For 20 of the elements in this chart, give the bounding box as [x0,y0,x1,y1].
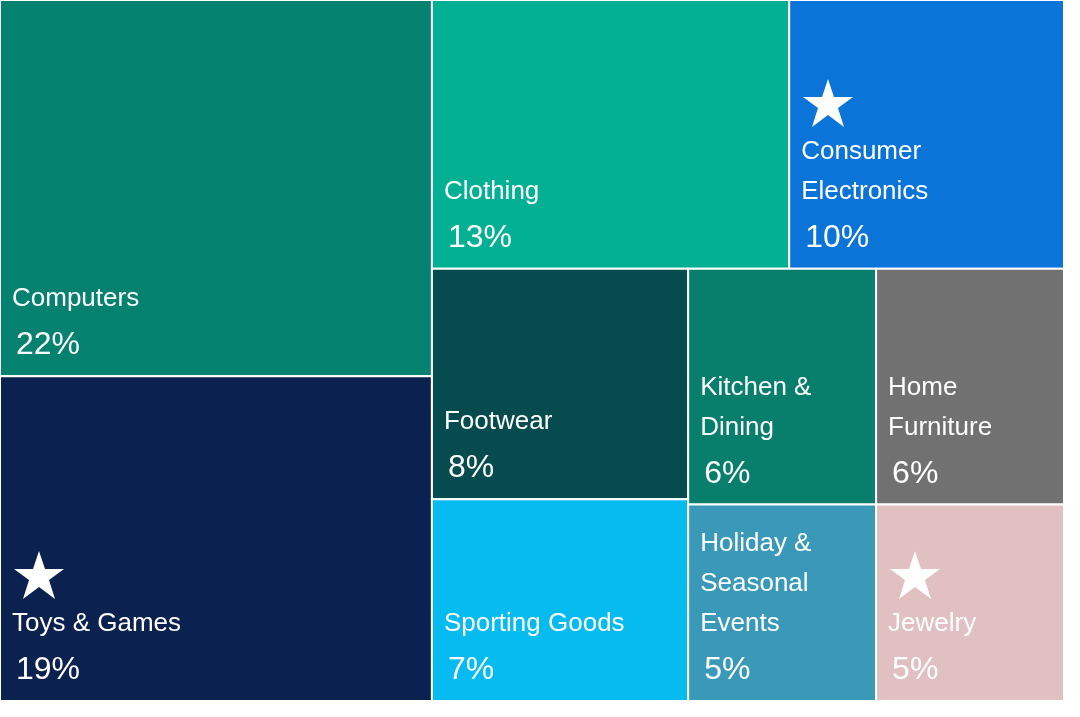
data-label: 5% [704,650,751,686]
data-label: 13% [447,217,512,254]
category-label: Toys & Games [12,607,182,637]
data-label: 6% [704,453,751,490]
category-label: Clothing [443,174,540,205]
data-label: 8% [447,448,495,485]
category-label: Computers [12,282,140,313]
category-label: Jewelry [888,607,977,637]
category-label: Footwear [443,405,553,436]
data-label: 5% [892,650,939,686]
category-label: Home Furniture [888,370,993,441]
category-label: Sporting Goods [443,607,625,637]
data-label: 19% [16,650,81,686]
category-label: Holiday & Seasonal Events [700,527,812,637]
data-label: 22% [16,325,81,362]
data-label: 7% [447,650,495,686]
category-label: Kitchen & Dining [700,370,812,441]
data-label: 6% [892,453,939,490]
data-label: 10% [805,217,870,254]
category-label: Consumer Electronics [801,134,929,205]
